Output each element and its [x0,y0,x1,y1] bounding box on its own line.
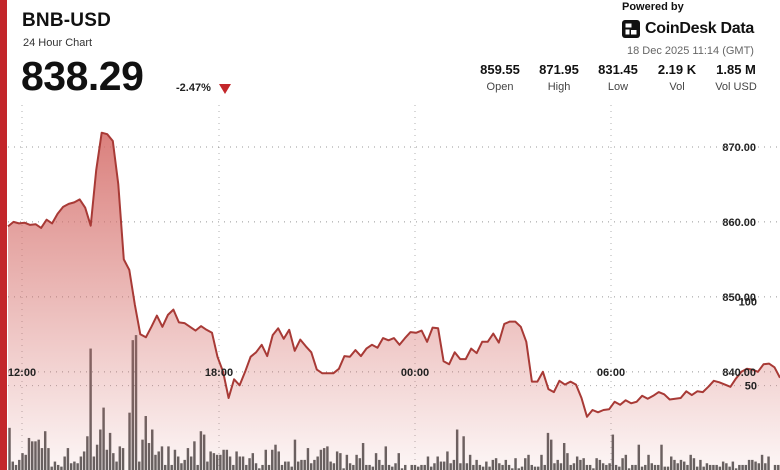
time-tick-label: 18:00 [205,367,233,379]
stat-open-label: Open [486,81,514,93]
time-tick-label: 00:00 [401,367,429,379]
volume-tick-label: 50 [745,381,757,393]
stat-vol: 2.19 K Vol [652,62,702,93]
symbol-title: BNB-USD [22,10,112,31]
stat-vol-usd: 1.85 M Vol USD [708,62,764,93]
stat-vol-usd-label: Vol USD [715,81,757,93]
brand-name: CoinDesk Data [645,20,755,37]
stat-high-label: High [547,81,571,93]
stat-open: 859.55 Open [474,62,526,93]
accent-bar [0,0,7,470]
stat-vol-label: Vol [669,81,685,93]
time-tick-label: 06:00 [597,367,625,379]
stat-low-value: 831.45 [598,62,638,77]
coindesk-logo-icon [622,20,640,38]
price-area [8,132,780,470]
brand-logo[interactable]: CoinDesk Data [621,19,754,39]
timestamp: 18 Dec 2025 11:14 (GMT) [627,45,754,57]
price-tick-label: 860.00 [722,217,756,229]
powered-by-label: Powered by [622,1,684,13]
grid-lines [8,105,780,470]
price-tick-label: 840.00 [722,367,756,379]
stat-high-value: 871.95 [539,62,579,77]
stat-high: 871.95 High [533,62,585,93]
price-line [7,131,780,418]
volume-tick-label: 100 [739,296,757,308]
price-tick-label: 850.00 [722,292,756,304]
price-tick-label: 870.00 [722,142,756,154]
down-arrow-icon [219,84,231,94]
stat-open-value: 859.55 [480,62,520,77]
axis-labels: 870.00 860.00 850.00 840.00 100 50 12:00 18:00 0… [8,142,757,393]
stat-low-label: Low [607,81,629,93]
current-price: 838.29 [21,53,144,99]
stat-low: 831.45 Low [592,62,644,93]
chart-subtitle: 24 Hour Chart [23,37,93,49]
price-change: -2.47% [176,82,211,94]
time-tick-label: 12:00 [8,367,36,379]
stat-vol-value: 2.19 K [657,62,697,77]
stat-vol-usd-value: 1.85 M [716,62,756,77]
